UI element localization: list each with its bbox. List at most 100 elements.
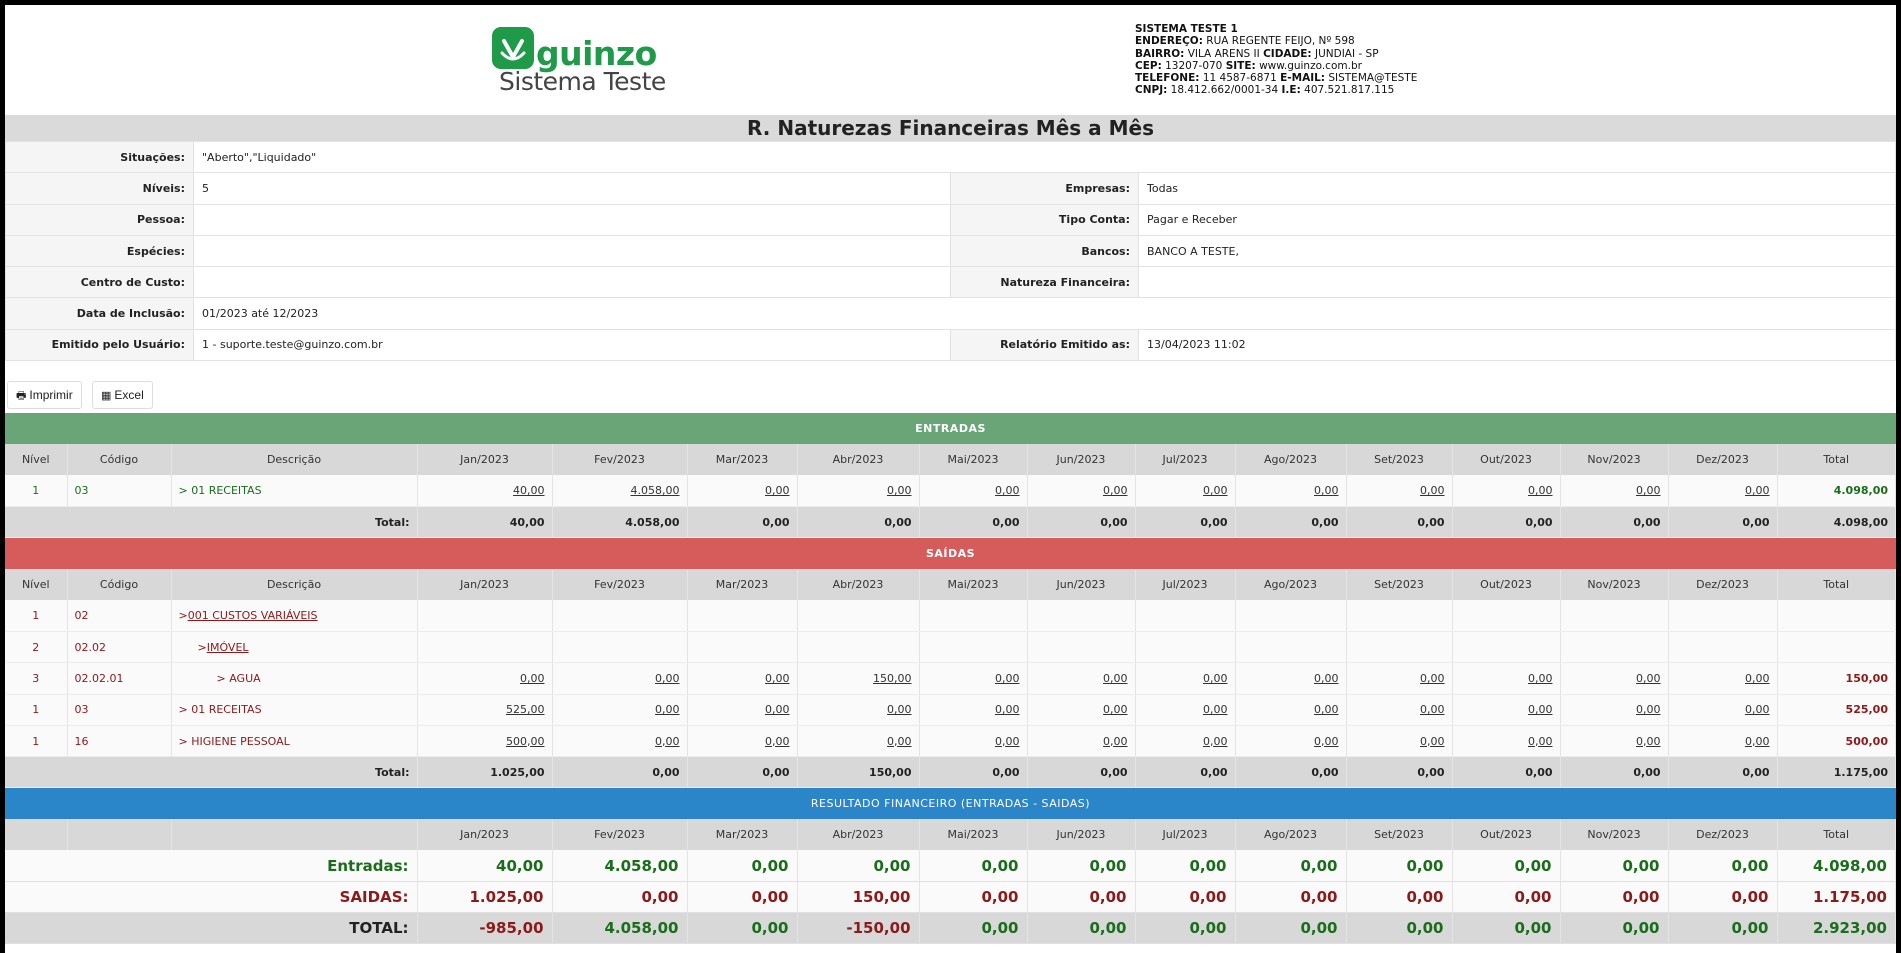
month-value-link[interactable]: 0,00: [655, 703, 680, 717]
month-value-link[interactable]: 0,00: [1528, 703, 1553, 717]
month-value-link[interactable]: 0,00: [1103, 734, 1128, 748]
month-value-link[interactable]: 0,00: [1528, 734, 1553, 748]
month-value-link[interactable]: 500,00: [506, 734, 545, 748]
month-value-link[interactable]: 0,00: [887, 483, 912, 497]
month-value-link[interactable]: 0,00: [520, 671, 545, 685]
table-row[interactable]: 1 03 > 01 RECEITAS 525,00 0,00 0,00 0,00 0,00 0,…: [5, 694, 1896, 726]
table-row[interactable]: 3 02.02.01 > AGUA 0,00 0,00 0,00 150,00 0,00 0,0…: [5, 662, 1896, 695]
cell-month-value[interactable]: 0,00: [1235, 475, 1347, 507]
cell-month-value[interactable]: 0,00: [1668, 694, 1778, 726]
month-value-link[interactable]: 0,00: [1103, 703, 1128, 717]
cell-month-value[interactable]: 0,00: [1027, 694, 1136, 726]
cell-month-value[interactable]: 0,00: [919, 475, 1028, 507]
month-value-link[interactable]: 0,00: [1745, 734, 1770, 748]
month-value-link[interactable]: 0,00: [995, 483, 1020, 497]
cell-month-value[interactable]: 0,00: [687, 725, 798, 758]
descricao-link[interactable]: IMÓVEL: [206, 640, 249, 654]
month-value-link[interactable]: 0,00: [1420, 703, 1445, 717]
descricao-link[interactable]: 001 CUSTOS VARIÁVEIS: [187, 609, 318, 623]
month-value-link[interactable]: 0,00: [765, 483, 790, 497]
cell-month-value[interactable]: 0,00: [1346, 662, 1453, 695]
month-value-link[interactable]: 0,00: [1745, 483, 1770, 497]
table-row[interactable]: 1 02 >001 CUSTOS VARIÁVEIS: [5, 600, 1896, 632]
month-value-link[interactable]: 0,00: [1528, 671, 1553, 685]
cell-month-value[interactable]: 150,00: [797, 662, 920, 695]
cell-descricao[interactable]: > HIGIENE PESSOAL: [171, 725, 418, 758]
cell-month-value[interactable]: 0,00: [1560, 694, 1669, 726]
cell-month-value[interactable]: 0,00: [797, 725, 920, 758]
month-value-link[interactable]: 0,00: [1636, 734, 1661, 748]
month-value-link[interactable]: 0,00: [887, 703, 912, 717]
month-value-link[interactable]: 0,00: [765, 703, 790, 717]
cell-month-value[interactable]: 0,00: [1560, 725, 1669, 758]
month-value-link[interactable]: 0,00: [1636, 703, 1661, 717]
cell-month-value[interactable]: 525,00: [417, 694, 553, 726]
cell-month-value[interactable]: 0,00: [1027, 725, 1136, 758]
cell-month-value[interactable]: 0,00: [919, 694, 1028, 726]
month-value-link[interactable]: 0,00: [995, 671, 1020, 685]
cell-month-value[interactable]: 0,00: [552, 662, 688, 695]
month-value-link[interactable]: 0,00: [995, 734, 1020, 748]
month-value-link[interactable]: 0,00: [1314, 483, 1339, 497]
cell-month-value[interactable]: 0,00: [1135, 725, 1236, 758]
cell-month-value[interactable]: 0,00: [1668, 475, 1778, 507]
cell-month-value[interactable]: 0,00: [1027, 475, 1136, 507]
cell-month-value[interactable]: 0,00: [797, 694, 920, 726]
cell-month-value[interactable]: 0,00: [1135, 475, 1236, 507]
table-row[interactable]: 1 16 > HIGIENE PESSOAL 500,00 0,00 0,00 0,00 0,…: [5, 725, 1896, 758]
cell-month-value[interactable]: 0,00: [1135, 662, 1236, 695]
excel-button[interactable]: ▦ Excel: [92, 381, 153, 410]
month-value-link[interactable]: 0,00: [1636, 483, 1661, 497]
cell-descricao[interactable]: >IMÓVEL: [171, 631, 418, 664]
cell-month-value[interactable]: 0,00: [1668, 662, 1778, 695]
month-value-link[interactable]: 0,00: [1420, 671, 1445, 685]
cell-month-value[interactable]: 0,00: [1560, 475, 1669, 507]
cell-month-value[interactable]: 0,00: [1452, 662, 1561, 695]
month-value-link[interactable]: 0,00: [1314, 734, 1339, 748]
table-row[interactable]: 2 02.02 >IMÓVEL: [5, 631, 1896, 664]
month-value-link[interactable]: 0,00: [765, 671, 790, 685]
month-value-link[interactable]: 0,00: [1636, 671, 1661, 685]
month-value-link[interactable]: 0,00: [1103, 671, 1128, 685]
cell-month-value[interactable]: 0,00: [687, 694, 798, 726]
cell-month-value[interactable]: 0,00: [1452, 475, 1561, 507]
month-value-link[interactable]: 0,00: [1203, 734, 1228, 748]
month-value-link[interactable]: 0,00: [1203, 671, 1228, 685]
cell-month-value[interactable]: 0,00: [552, 694, 688, 726]
month-value-link[interactable]: 0,00: [1745, 703, 1770, 717]
cell-month-value[interactable]: 0,00: [1235, 725, 1347, 758]
cell-month-value[interactable]: 0,00: [1452, 725, 1561, 758]
cell-month-value[interactable]: 0,00: [1346, 725, 1453, 758]
month-value-link[interactable]: 0,00: [1103, 483, 1128, 497]
print-button[interactable]: 🖶 Imprimir: [7, 381, 82, 410]
month-value-link[interactable]: 0,00: [1420, 734, 1445, 748]
month-value-link[interactable]: 4.058,00: [630, 483, 680, 497]
month-value-link[interactable]: 0,00: [1420, 483, 1445, 497]
cell-descricao[interactable]: > 01 RECEITAS: [171, 475, 418, 507]
cell-month-value[interactable]: 40,00: [417, 475, 553, 507]
cell-month-value[interactable]: 0,00: [797, 475, 920, 507]
month-value-link[interactable]: 40,00: [513, 483, 545, 497]
cell-month-value[interactable]: 0,00: [919, 725, 1028, 758]
cell-descricao[interactable]: >001 CUSTOS VARIÁVEIS: [171, 600, 418, 632]
table-row[interactable]: 1 03 > 01 RECEITAS 40,00 4.058,00 0,00 0,00 0,0…: [5, 475, 1896, 507]
month-value-link[interactable]: 0,00: [1528, 483, 1553, 497]
cell-month-value[interactable]: 0,00: [417, 662, 553, 695]
cell-month-value[interactable]: 0,00: [919, 662, 1028, 695]
cell-month-value[interactable]: 0,00: [552, 725, 688, 758]
cell-month-value[interactable]: 0,00: [1346, 475, 1453, 507]
month-value-link[interactable]: 150,00: [873, 671, 912, 685]
month-value-link[interactable]: 0,00: [1203, 483, 1228, 497]
cell-month-value[interactable]: 4.058,00: [552, 475, 688, 507]
month-value-link[interactable]: 0,00: [655, 734, 680, 748]
cell-month-value[interactable]: 0,00: [1027, 662, 1136, 695]
month-value-link[interactable]: 0,00: [887, 734, 912, 748]
cell-descricao[interactable]: > 01 RECEITAS: [171, 694, 418, 726]
cell-month-value[interactable]: 500,00: [417, 725, 553, 758]
month-value-link[interactable]: 0,00: [765, 734, 790, 748]
month-value-link[interactable]: 525,00: [506, 703, 545, 717]
month-value-link[interactable]: 0,00: [1314, 671, 1339, 685]
cell-month-value[interactable]: 0,00: [687, 662, 798, 695]
month-value-link[interactable]: 0,00: [995, 703, 1020, 717]
cell-month-value[interactable]: 0,00: [1346, 694, 1453, 726]
